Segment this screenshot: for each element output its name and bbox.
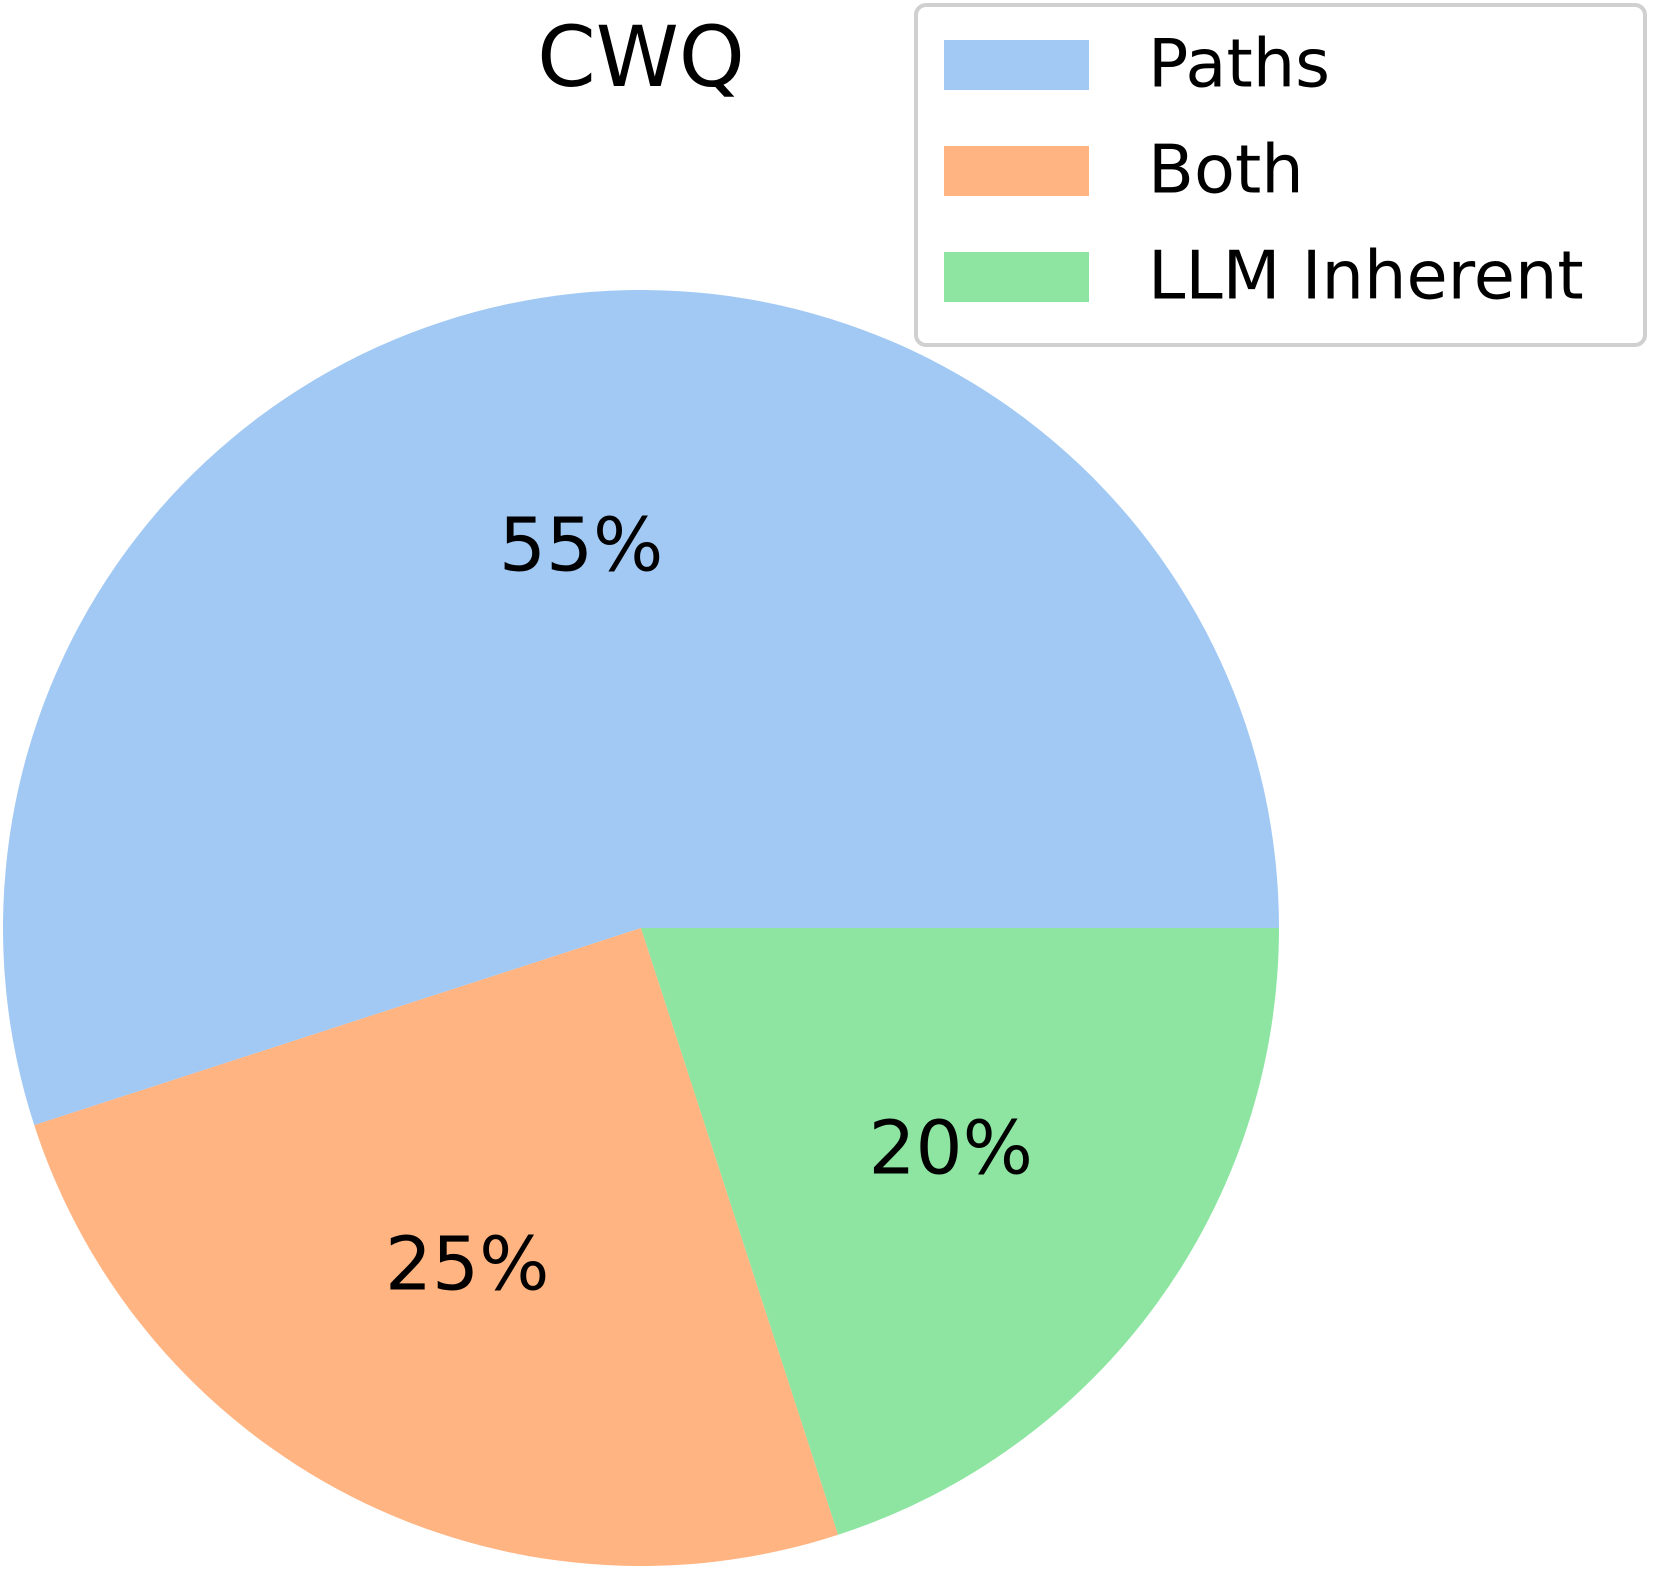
legend-swatch [944, 40, 1089, 90]
legend-swatch [944, 252, 1089, 302]
legend-swatch [944, 146, 1089, 196]
legend: Paths Both LLM Inherent [914, 3, 1647, 347]
legend-label: Both [1148, 131, 1304, 209]
legend-label: LLM Inherent [1148, 237, 1584, 315]
pie-wedge [641, 928, 1279, 1535]
legend-label: Paths [1148, 25, 1330, 103]
legend-frame [914, 3, 1647, 347]
pie-wedge [2, 289, 1279, 1126]
pie-wedge [34, 928, 839, 1566]
wedge-label: 25% [385, 1222, 549, 1308]
wedge-label: 55% [499, 502, 663, 588]
chart-title: CWQ [537, 8, 745, 106]
wedge-label: 20% [868, 1106, 1032, 1192]
